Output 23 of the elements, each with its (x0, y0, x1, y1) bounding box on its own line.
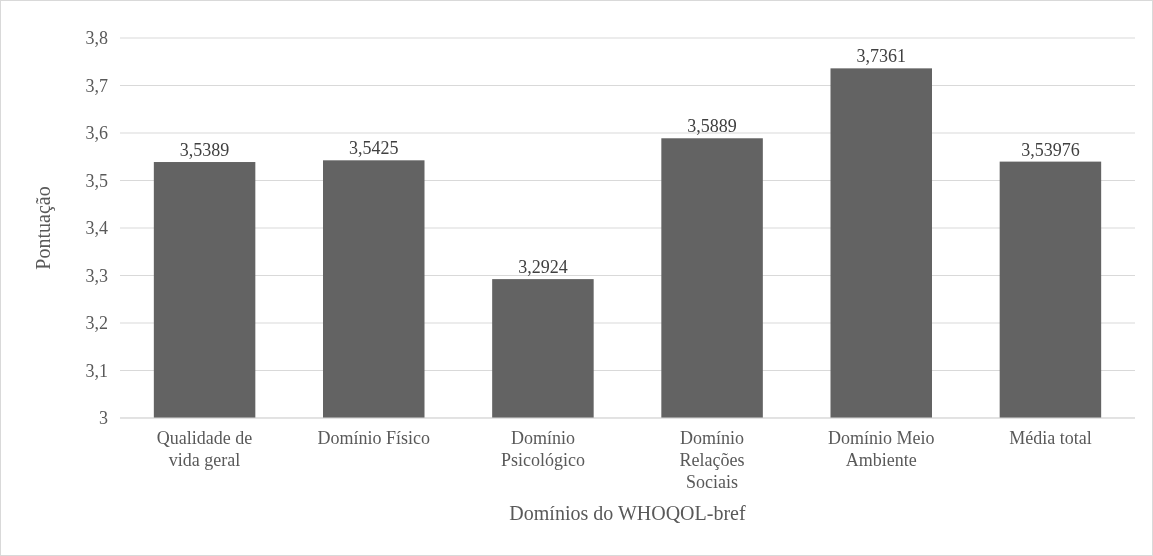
data-label: 3,5889 (687, 116, 737, 137)
data-label: 3,2924 (518, 257, 568, 278)
y-tick-label: 3,3 (85, 265, 108, 286)
x-tick-label: Domínio Relações Sociais (679, 428, 745, 492)
data-label: 3,5425 (349, 138, 399, 159)
y-tick-label: 3 (99, 408, 108, 429)
x-tick-label: Média total (1009, 428, 1092, 448)
y-tick-label: 3,1 (85, 360, 108, 381)
y-axis-title: Pontuação (32, 186, 55, 270)
x-axis-title: Domínios do WHOQOL-bref (509, 502, 746, 524)
data-label: 3,53976 (1021, 139, 1080, 160)
y-tick-label: 3,8 (85, 28, 108, 49)
x-tick-label: Qualidade de vida geral (156, 428, 253, 470)
x-tick-label: Domínio Meio Ambiente (828, 428, 935, 470)
x-tick-label: Domínio Físico (317, 428, 431, 448)
y-tick-label: 3,5 (85, 170, 108, 191)
data-label: 3,7361 (856, 46, 906, 67)
y-tick-label: 3,4 (85, 218, 108, 239)
data-label: 3,5389 (179, 140, 230, 161)
y-tick-label: 3,6 (85, 123, 108, 144)
x-tick-label: Domínio Psicológico (500, 428, 585, 470)
y-tick-label: 3,7 (85, 75, 108, 96)
y-tick-label: 3,2 (85, 313, 108, 334)
